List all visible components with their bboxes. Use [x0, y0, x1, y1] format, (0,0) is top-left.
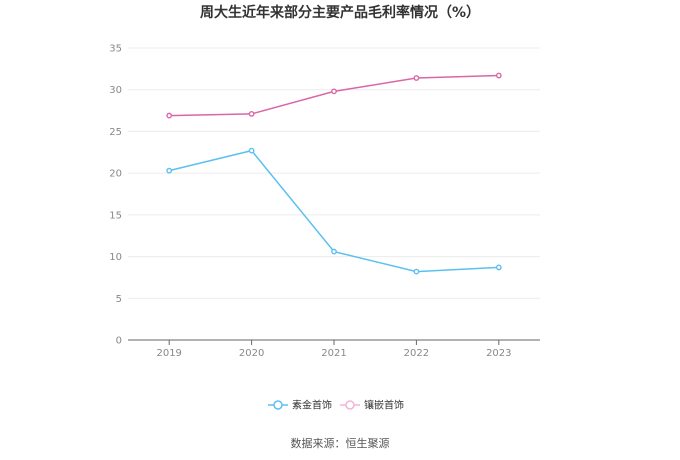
- legend-item-2[interactable]: 镶嵌首饰: [340, 399, 404, 412]
- data-point[interactable]: [166, 167, 173, 174]
- data-source-note: 数据来源：恒生聚源: [291, 436, 390, 450]
- data-point[interactable]: [166, 112, 173, 119]
- data-point[interactable]: [413, 75, 420, 81]
- y-tick-label: 20: [109, 169, 122, 180]
- legend-marker-icon: [345, 400, 355, 410]
- data-point[interactable]: [413, 268, 420, 275]
- axes: 0 5 10 15 20 25 30 35 2019 2020 2021 2022 2023: [109, 44, 540, 359]
- y-tick-label: 35: [109, 44, 122, 55]
- data-point[interactable]: [495, 72, 502, 79]
- x-tick-label-2023: 2023: [486, 348, 511, 359]
- y-tick-label: 10: [109, 252, 122, 263]
- y-tick-label: 5: [116, 294, 122, 305]
- y-tick-label: 15: [109, 210, 122, 221]
- y-tick-label: 30: [109, 85, 122, 96]
- legend-marker-icon: [273, 400, 283, 410]
- chart-title: 周大生近年来部分主要产品毛利率情况（%）: [200, 4, 480, 21]
- legend[interactable]: 素金首饰 镶嵌首饰: [268, 399, 404, 412]
- x-tick-label-2019: 2019: [156, 348, 181, 359]
- x-tick-label-2020: 2020: [239, 348, 264, 359]
- data-point[interactable]: [248, 111, 255, 117]
- data-point[interactable]: [495, 264, 502, 271]
- series-2: [166, 72, 502, 119]
- legend-item-1[interactable]: 素金首饰: [268, 399, 332, 412]
- data-point[interactable]: [331, 88, 337, 95]
- legend-label: 素金首饰: [292, 399, 332, 412]
- x-tick-label-2022: 2022: [404, 348, 429, 359]
- series-lines: [166, 72, 502, 275]
- legend-label: 镶嵌首饰: [364, 399, 404, 412]
- y-tick-label: 25: [109, 127, 122, 138]
- data-point[interactable]: [331, 248, 337, 255]
- series-line-2: [169, 74, 499, 117]
- series-1: [166, 147, 502, 275]
- x-tick-label-2021: 2021: [321, 348, 346, 359]
- y-tick-label: 0: [116, 336, 122, 347]
- grid-lines: [128, 47, 540, 299]
- data-point[interactable]: [248, 147, 255, 154]
